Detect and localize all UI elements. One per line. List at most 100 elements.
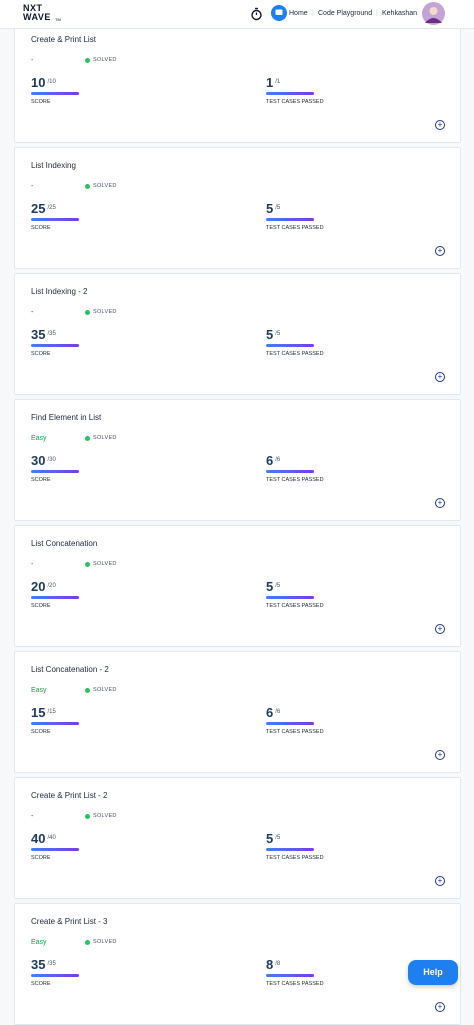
test-label: TEST CASES PASSED <box>266 225 324 231</box>
problem-card[interactable]: List Indexing - SOLVED 25 5 SCORE TEST CASES P… <box>14 147 461 269</box>
score-bar <box>31 470 79 473</box>
problem-card[interactable]: List Concatenation - SOLVED 20 5 SCORE TEST CA… <box>14 525 461 647</box>
tests-max: /8 <box>275 961 281 967</box>
score: 30 <box>31 453 46 468</box>
status-dot <box>85 688 90 693</box>
card-title[interactable]: Create & Print List - 3 <box>31 917 108 926</box>
status-dot <box>85 310 90 315</box>
test-label: TEST CASES PASSED <box>266 603 324 609</box>
expand-button[interactable]: + <box>435 246 445 256</box>
test-label: TEST CASES PASSED <box>266 729 324 735</box>
difficulty: - <box>31 309 34 316</box>
expand-button[interactable]: + <box>435 498 445 508</box>
score-label: SCORE <box>31 603 51 609</box>
tests-max: /1 <box>275 79 281 85</box>
test-label: TEST CASES PASSED <box>266 855 324 861</box>
test-cases: 5 <box>266 831 274 846</box>
status-dot <box>85 814 90 819</box>
help-button[interactable]: Help <box>408 960 458 985</box>
difficulty: Easy <box>31 687 47 694</box>
score-label: SCORE <box>31 225 51 231</box>
logo[interactable]: NXT <box>23 3 43 13</box>
logo[interactable]: WAVE <box>23 12 51 22</box>
tests-max: /6 <box>275 457 281 463</box>
problem-card[interactable]: Create & Print List - 3 Easy SOLVED 35 8 SCOR… <box>14 903 461 1025</box>
score-label: SCORE <box>31 477 51 483</box>
score-label: SCORE <box>31 981 51 987</box>
test-bar <box>266 218 314 221</box>
test-bar <box>266 92 314 95</box>
tests-max: /5 <box>275 331 281 337</box>
header: NXT WAVE TM Home | Code Playground | Keh… <box>0 0 474 29</box>
tests-max: /5 <box>275 205 281 211</box>
problem-card[interactable]: List Indexing - 2 - SOLVED 35 5 SCORE TEST CAS… <box>14 273 461 395</box>
expand-button[interactable]: + <box>435 120 445 130</box>
separator: | <box>376 10 378 17</box>
score-label: SCORE <box>31 855 51 861</box>
score-max: /35 <box>47 961 56 967</box>
test-cases: 6 <box>266 705 274 720</box>
test-cases: 8 <box>266 957 274 972</box>
score: 35 <box>31 327 46 342</box>
user-name[interactable]: Kehkashan <box>382 10 418 17</box>
tests-max: /6 <box>275 709 281 715</box>
test-cases: 6 <box>266 453 274 468</box>
test-bar <box>266 722 314 725</box>
score-max: /25 <box>47 205 56 211</box>
difficulty: Easy <box>31 939 47 946</box>
score: 10 <box>31 75 46 90</box>
nav-link[interactable]: Home <box>289 10 308 17</box>
tests-max: /5 <box>275 583 281 589</box>
problem-card[interactable]: Create & Print List - SOLVED 10 1 SCORE TEST C… <box>14 21 461 143</box>
difficulty: - <box>31 183 34 190</box>
chat-icon[interactable] <box>271 5 287 21</box>
expand-button[interactable]: + <box>435 1002 445 1012</box>
card-title[interactable]: List Concatenation <box>31 539 98 548</box>
separator: | <box>312 10 314 17</box>
problem-card[interactable]: Find Element in List Easy SOLVED 30 6 SCORE TE… <box>14 399 461 521</box>
score: 15 <box>31 705 46 720</box>
score-label: SCORE <box>31 99 51 105</box>
expand-button[interactable]: + <box>435 750 445 760</box>
score-label: SCORE <box>31 729 51 735</box>
card-title[interactable]: List Indexing - 2 <box>31 287 88 296</box>
card-title[interactable]: Create & Print List - 2 <box>31 791 108 800</box>
nav-link[interactable]: Code Playground <box>318 10 373 17</box>
problem-card[interactable]: List Concatenation - 2 Easy SOLVED 15 6 SCORE… <box>14 651 461 773</box>
test-bar <box>266 470 314 473</box>
expand-button[interactable]: + <box>435 372 445 382</box>
difficulty: Easy <box>31 435 47 442</box>
test-cases: 1 <box>266 75 274 90</box>
status: SOLVED <box>93 309 117 315</box>
status-dot <box>85 436 90 441</box>
score-bar <box>31 722 79 725</box>
test-bar <box>266 344 314 347</box>
status: SOLVED <box>93 183 117 189</box>
status-dot <box>85 58 90 63</box>
card-title[interactable]: Find Element in List <box>31 413 102 422</box>
status: SOLVED <box>93 435 117 441</box>
avatar[interactable] <box>422 2 445 25</box>
difficulty: - <box>31 813 34 820</box>
tests-max: /5 <box>275 835 281 841</box>
score: 25 <box>31 201 46 216</box>
status-dot <box>85 940 90 945</box>
test-bar <box>266 974 314 977</box>
score: 35 <box>31 957 46 972</box>
card-title[interactable]: List Concatenation - 2 <box>31 665 109 674</box>
status: SOLVED <box>93 687 117 693</box>
score-bar <box>31 974 79 977</box>
problem-card[interactable]: Create & Print List - 2 - SOLVED 40 5 SCORE TE… <box>14 777 461 899</box>
expand-button[interactable]: + <box>435 876 445 886</box>
expand-button[interactable]: + <box>435 624 445 634</box>
timer-icon[interactable] <box>250 7 263 21</box>
score-max: /35 <box>47 331 56 337</box>
score-bar <box>31 596 79 599</box>
score: 40 <box>31 831 46 846</box>
score-max: /40 <box>47 835 56 841</box>
test-label: TEST CASES PASSED <box>266 981 324 987</box>
test-label: TEST CASES PASSED <box>266 477 324 483</box>
card-title[interactable]: Create & Print List <box>31 35 96 44</box>
card-title[interactable]: List Indexing <box>31 161 76 170</box>
